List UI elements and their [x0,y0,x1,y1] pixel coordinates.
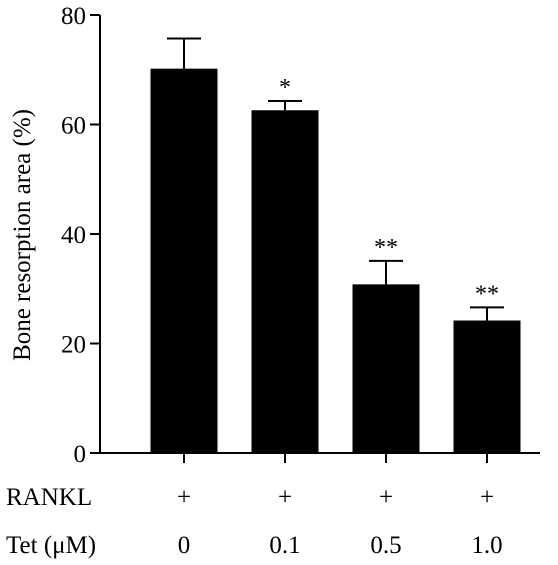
row-label: RANKL [6,484,92,511]
treatment-table: RANKL + + + + Tet (μM) 0 0.1 0.5 1.0 [6,484,503,559]
y-axis-label: Bone resorption area (%) [9,109,36,361]
bars [150,68,521,453]
significance-marks: ***** [279,75,499,307]
significance-label: * [279,75,291,101]
row-value: 0.5 [370,532,401,559]
row-value: + [480,484,494,511]
significance-label: ** [475,281,499,307]
error-bars [167,37,504,321]
row-value: 0.1 [269,532,300,559]
y-tick-label: 0 [74,441,87,468]
bar [251,110,319,453]
bar [453,320,521,453]
row-value: + [379,484,393,511]
y-tick-label: 40 [61,222,86,249]
row-value: 0 [178,532,191,559]
significance-label: ** [374,235,398,261]
y-tick-label: 80 [61,3,86,30]
y-ticks: 0 20 40 60 80 [61,3,100,468]
row-value: + [177,484,191,511]
bar [352,284,420,453]
y-tick-label: 60 [61,113,86,140]
row-value: 1.0 [471,532,502,559]
bar [150,68,218,453]
y-tick-label: 20 [61,332,86,359]
row-value: + [278,484,292,511]
row-label: Tet (μM) [6,532,96,559]
x-ticks [183,453,488,463]
